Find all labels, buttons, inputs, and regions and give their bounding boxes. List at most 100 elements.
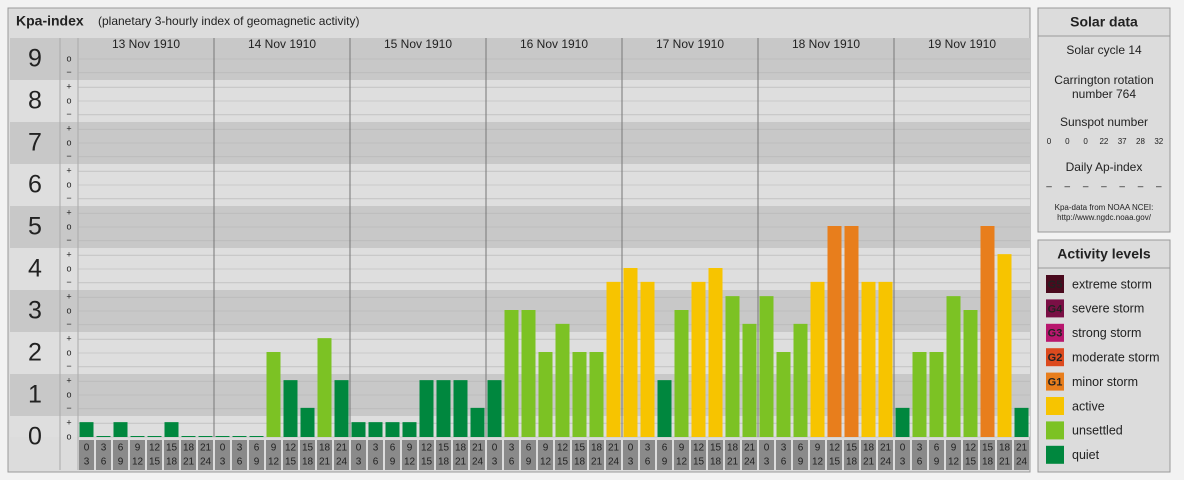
x-tick-label: 12: [812, 457, 824, 468]
x-tick-label: 18: [846, 457, 858, 468]
legend-swatch: [1046, 323, 1064, 342]
minor-tick-label: o: [66, 137, 71, 147]
legend-swatch: [1046, 348, 1064, 367]
x-tick-label: 18: [438, 457, 450, 468]
legend-badge: G3: [1048, 328, 1063, 340]
x-tick-label: 9: [118, 457, 124, 468]
x-tick-label: 21: [744, 443, 756, 454]
bar: [147, 436, 162, 437]
hour-box: [436, 440, 451, 470]
hour-box: [113, 440, 128, 470]
minor-tick-label: +: [66, 292, 71, 302]
bar: [130, 436, 145, 437]
bar: [317, 338, 332, 437]
x-tick-label: 24: [1016, 457, 1028, 468]
hour-box: [691, 440, 706, 470]
bar: [351, 422, 366, 437]
x-tick-label: 15: [438, 443, 450, 454]
bar: [470, 407, 485, 437]
legend-swatch: [1046, 397, 1064, 415]
bar: [164, 422, 179, 437]
day-label: 14 Nov 1910: [248, 37, 316, 51]
x-tick-label: 12: [540, 457, 552, 468]
solar-cycle: Solar cycle 14: [1066, 43, 1142, 57]
bar: [419, 380, 434, 437]
bar: [963, 310, 978, 437]
x-tick-label: 9: [815, 443, 821, 454]
bar: [232, 436, 247, 437]
bar: [929, 352, 944, 437]
x-tick-label: 21: [336, 443, 348, 454]
bar: [759, 296, 774, 437]
hour-box: [963, 440, 978, 470]
sunspot-number: 0: [1065, 137, 1070, 146]
x-tick-label: 18: [710, 457, 722, 468]
legend-label: active: [1072, 399, 1105, 413]
bar: [487, 380, 502, 437]
x-tick-label: 18: [982, 457, 994, 468]
x-tick-label: 15: [965, 457, 977, 468]
x-tick-label: 15: [846, 443, 858, 454]
x-tick-label: 21: [591, 457, 603, 468]
hour-box: [283, 440, 298, 470]
x-tick-label: 18: [863, 443, 875, 454]
minor-tick-label: +: [66, 418, 71, 428]
hour-box: [793, 440, 808, 470]
x-tick-label: 21: [183, 457, 195, 468]
bar: [266, 352, 281, 437]
legend-label: extreme storm: [1072, 277, 1152, 291]
bar: [980, 226, 995, 437]
day-label: 18 Nov 1910: [792, 37, 860, 51]
solar-title: Solar data: [1070, 14, 1138, 30]
x-tick-label: 12: [693, 443, 705, 454]
hour-box: [300, 440, 315, 470]
x-tick-label: 24: [744, 457, 756, 468]
x-tick-label: 18: [319, 443, 331, 454]
bar: [96, 436, 111, 437]
legend-badge: G2: [1048, 352, 1063, 364]
minor-tick-label: −: [66, 151, 71, 161]
minor-tick-label: −: [66, 403, 71, 413]
x-tick-label: 12: [965, 443, 977, 454]
bar: [249, 436, 264, 437]
minor-tick-label: o: [66, 95, 71, 105]
hour-box: [147, 440, 162, 470]
levels-title: Activity levels: [1057, 246, 1151, 262]
x-tick-label: 18: [166, 457, 178, 468]
chart-title: Kpa-index: [16, 13, 84, 29]
sunspot-number: 0: [1083, 137, 1088, 146]
bar: [385, 422, 400, 437]
ap-title: Daily Ap-index: [1066, 160, 1143, 174]
legend-swatch: [1046, 372, 1064, 391]
hour-box: [198, 440, 213, 470]
minor-tick-label: −: [66, 193, 71, 203]
bar: [827, 226, 842, 437]
x-tick-label: 15: [574, 443, 586, 454]
hour-box: [606, 440, 621, 470]
hour-box: [878, 440, 893, 470]
x-tick-label: 3: [356, 457, 362, 468]
legend-label: quiet: [1072, 448, 1100, 462]
hour-box: [810, 440, 825, 470]
hour-box: [657, 440, 672, 470]
hour-box: [980, 440, 995, 470]
x-tick-label: 12: [557, 443, 569, 454]
x-tick-label: 12: [421, 443, 433, 454]
day-label: 13 Nov 1910: [112, 37, 180, 51]
minor-tick-label: o: [66, 263, 71, 273]
x-tick-label: 3: [84, 457, 90, 468]
x-tick-label: 0: [220, 443, 226, 454]
legend-swatch: [1046, 275, 1064, 293]
hour-box: [215, 440, 230, 470]
x-tick-label: 3: [917, 443, 923, 454]
hour-box: [164, 440, 179, 470]
x-tick-label: 18: [574, 457, 586, 468]
hour-box: [759, 440, 774, 470]
x-tick-label: 18: [455, 443, 467, 454]
x-tick-label: 18: [591, 443, 603, 454]
ap-index: –: [1065, 182, 1071, 193]
x-tick-label: 3: [101, 443, 107, 454]
hour-box: [96, 440, 111, 470]
sunspot-number: 28: [1136, 137, 1145, 146]
hour-box: [266, 440, 281, 470]
